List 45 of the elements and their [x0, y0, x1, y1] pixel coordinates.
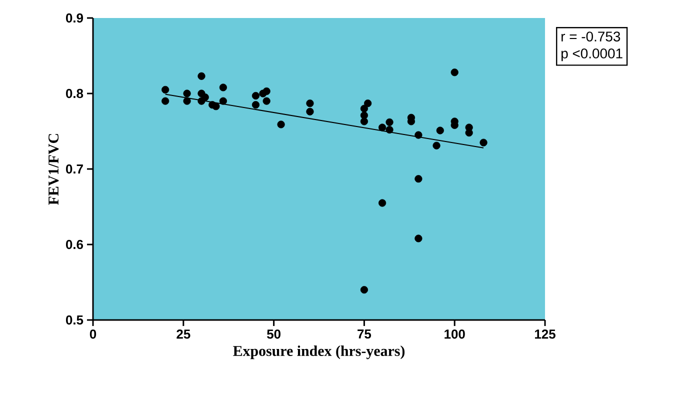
y-tick-label: 0.9 — [66, 13, 83, 23]
point — [219, 84, 227, 92]
point — [277, 120, 285, 128]
point — [378, 124, 386, 132]
x-tick-label: 25 — [176, 330, 190, 339]
point — [183, 90, 191, 98]
point — [480, 138, 488, 146]
point — [252, 101, 260, 109]
point — [198, 72, 206, 80]
point — [450, 68, 458, 76]
x-tick-label: 50 — [267, 330, 280, 339]
point — [414, 175, 422, 183]
text: r = -0.753 — [562, 32, 620, 42]
point — [212, 102, 220, 110]
point — [183, 97, 191, 105]
point — [306, 108, 314, 116]
point — [432, 142, 440, 150]
point — [378, 199, 386, 207]
point — [414, 234, 422, 242]
point — [360, 286, 368, 294]
point — [414, 131, 422, 139]
x-tick-label: 0 — [90, 330, 96, 339]
point — [364, 100, 372, 108]
point — [436, 126, 444, 134]
point — [360, 118, 368, 126]
point — [219, 97, 227, 105]
point — [386, 118, 394, 126]
point — [386, 126, 394, 134]
x-axis-title: Exposure index (hrs-years) — [233, 346, 405, 360]
point — [162, 97, 170, 105]
point — [162, 86, 170, 94]
text: p <0.0001 — [562, 48, 622, 62]
y-tick-label: 0.8 — [66, 88, 84, 98]
point — [262, 97, 270, 105]
y-tick-label: 0.6 — [66, 240, 84, 250]
y-tick-label: 0.7 — [66, 164, 83, 174]
point — [252, 92, 260, 100]
x-tick-label: 125 — [535, 330, 556, 339]
y-axis-title: FEV1/FVC — [48, 134, 59, 205]
x-tick-label: 75 — [358, 330, 372, 339]
x-tick-label: 100 — [444, 330, 465, 339]
point — [262, 87, 270, 96]
point — [306, 100, 314, 108]
point — [201, 93, 209, 102]
y-tick-label: 0.5 — [66, 315, 84, 325]
